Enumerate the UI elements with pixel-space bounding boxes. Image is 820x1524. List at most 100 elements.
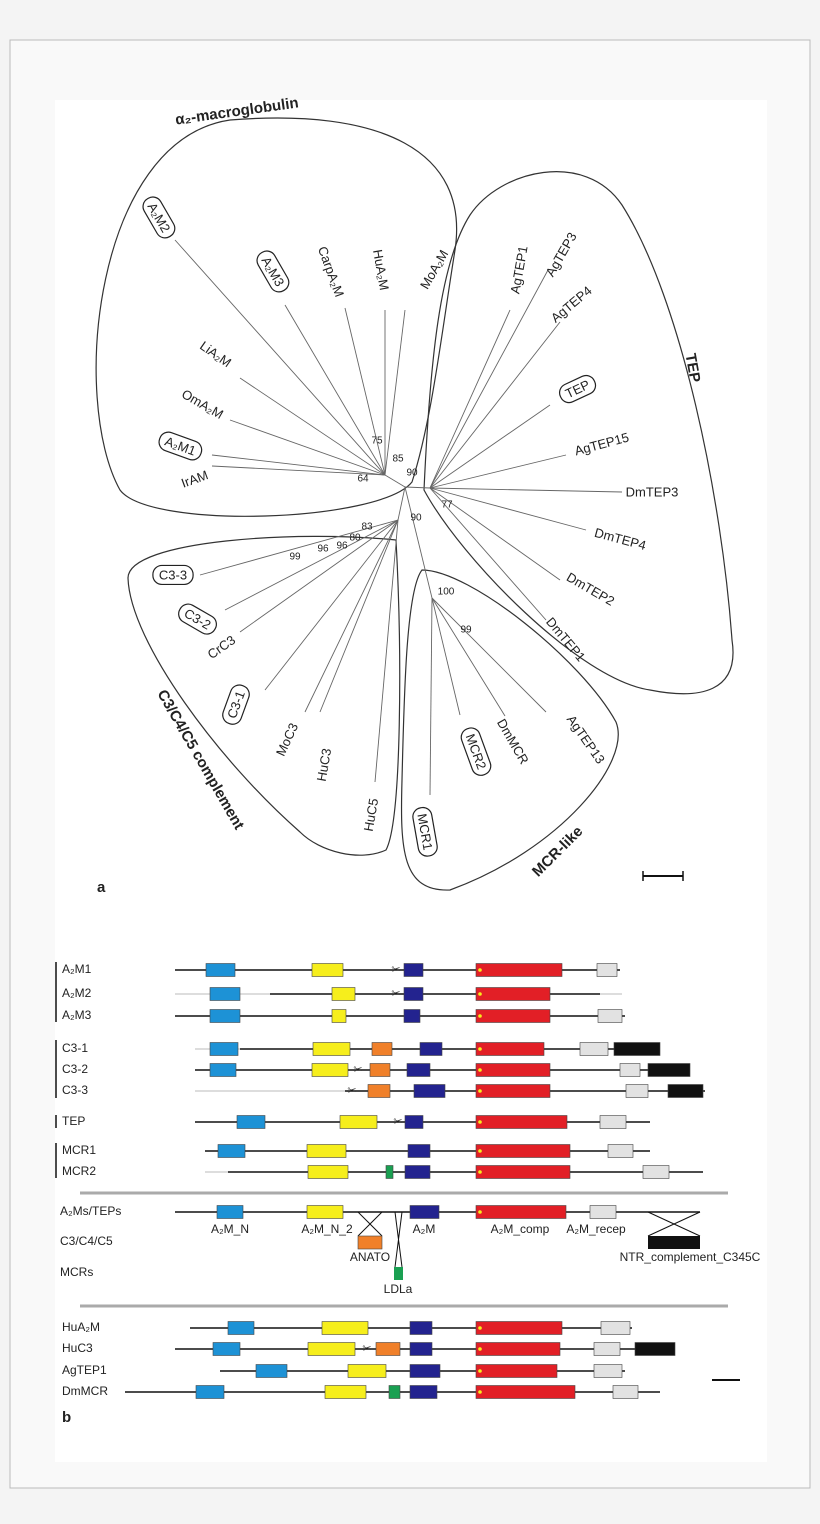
domain-box: [394, 1267, 403, 1280]
thioester-site: [478, 1149, 482, 1153]
domain-box: [307, 1342, 356, 1356]
group-envelope: [127, 535, 401, 856]
bootstrap-value: 96: [336, 541, 348, 552]
label-box: [222, 684, 250, 725]
label-box: [412, 806, 438, 857]
connector: [647, 1211, 701, 1237]
domain-box: [475, 1342, 561, 1356]
domain-label: ANATO: [350, 1250, 390, 1264]
branch: [429, 269, 549, 489]
domain-box: [634, 1342, 676, 1356]
label: HuA₂M: [370, 248, 392, 291]
domain-box: [596, 963, 618, 977]
domain-box: [311, 963, 344, 977]
domain-box: [307, 1165, 349, 1179]
domain-box: [339, 1115, 378, 1129]
domain-box: [321, 1321, 369, 1335]
label-group: HuC3: [314, 747, 335, 782]
connector: [394, 1211, 403, 1268]
branch: [211, 465, 386, 476]
branch: [211, 454, 386, 476]
domain-box: [324, 1385, 367, 1399]
boxed-label: C3-3: [159, 567, 187, 582]
domain-box: [403, 963, 424, 977]
domain-box: [312, 1042, 351, 1056]
branch: [431, 597, 506, 717]
label-box: [152, 564, 194, 586]
domain-box: [403, 1009, 421, 1023]
domain-box: [475, 1115, 568, 1129]
domain-box: [599, 1115, 627, 1129]
thioester-site: [478, 1347, 482, 1351]
branch: [199, 519, 399, 576]
branch: [239, 519, 399, 633]
boxed-label: MCR1: [414, 812, 435, 851]
domain-label: A₂M_N_2: [301, 1222, 353, 1236]
domain-box: [209, 1009, 241, 1023]
domain-box: [388, 1385, 401, 1399]
branch: [304, 519, 399, 713]
label-box: [158, 431, 203, 461]
bootstrap-value: 90: [406, 468, 418, 479]
domain-box: [371, 1042, 393, 1056]
label: HuC5: [361, 797, 382, 832]
thioester-site: [478, 992, 482, 996]
cleavage-mark: ✂: [353, 1064, 362, 1076]
domain-box: [409, 1342, 433, 1356]
bootstrap-value: 85: [392, 454, 404, 465]
domain-box: [475, 1205, 567, 1219]
row-label: MCR1: [62, 1143, 96, 1157]
label-box: [142, 196, 176, 239]
cleavage-mark: ✂: [391, 988, 400, 1000]
label: HuC3: [314, 747, 335, 782]
domain-box: [311, 1063, 349, 1077]
domain-box: [625, 1084, 649, 1098]
bootstrap-value: 75: [371, 436, 383, 447]
branch: [397, 486, 406, 521]
row-label: MCR2: [62, 1164, 96, 1178]
domain-box: [236, 1115, 266, 1129]
bootstrap-value: 90: [410, 513, 422, 524]
branch: [429, 321, 561, 489]
domain-box: [406, 1063, 431, 1077]
domain-box: [600, 1321, 631, 1335]
label-box: [558, 374, 597, 404]
domain-box: [619, 1063, 641, 1077]
domain-box: [209, 987, 241, 1001]
cleavage-mark: ✂: [347, 1085, 356, 1097]
domain-box: [407, 1144, 431, 1158]
domain-box: [419, 1042, 443, 1056]
domain-box: [403, 987, 424, 1001]
domain-box: [227, 1321, 255, 1335]
domain-box: [475, 1063, 551, 1077]
domain-box: [367, 1084, 391, 1098]
branch: [264, 519, 399, 691]
label-group: C3-3: [152, 564, 194, 586]
domain-box: [475, 1385, 576, 1399]
domain-box: [647, 1063, 691, 1077]
domain-box: [475, 963, 563, 977]
domain-box: [667, 1084, 704, 1098]
bootstrap-value: 96: [317, 544, 329, 555]
legend-row-label: C3/C4/C5: [60, 1234, 113, 1248]
bootstrap-value: 77: [441, 500, 453, 511]
bootstrap-value: 64: [357, 474, 369, 485]
domain-box: [357, 1235, 383, 1250]
thioester-site: [478, 1047, 482, 1051]
branch: [284, 304, 386, 476]
row-label: C3-2: [62, 1062, 88, 1076]
row-label: HuC3: [62, 1341, 93, 1355]
domain-box: [579, 1042, 609, 1056]
group-envelope: [95, 117, 458, 517]
domain-box: [475, 1084, 551, 1098]
branch: [224, 519, 399, 611]
domain-box: [593, 1364, 623, 1378]
thioester-site: [478, 1089, 482, 1093]
row-label: A₂M3: [62, 1008, 92, 1022]
branch: [384, 474, 406, 488]
branch: [344, 307, 386, 476]
branch: [429, 597, 433, 796]
row-label: HuA₂M: [62, 1320, 100, 1334]
label-group: HuA₂M: [370, 248, 392, 291]
